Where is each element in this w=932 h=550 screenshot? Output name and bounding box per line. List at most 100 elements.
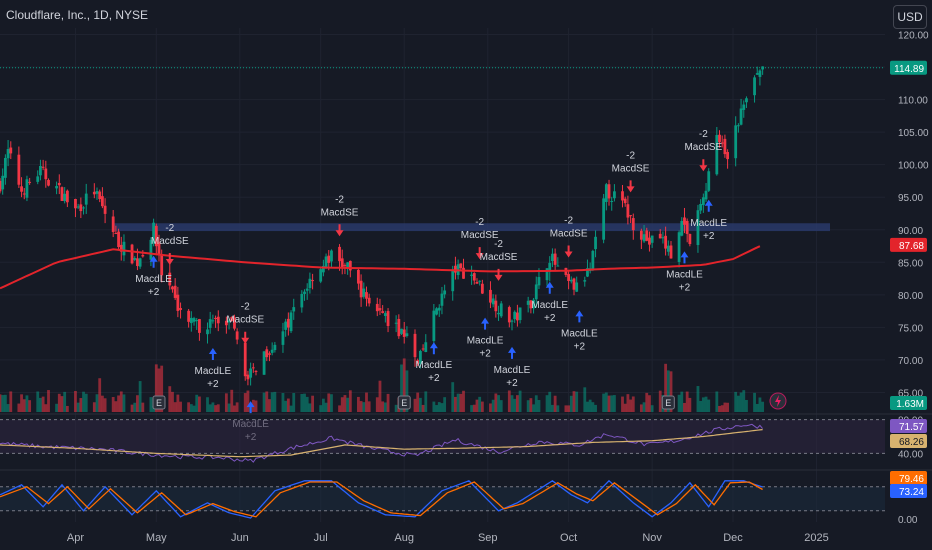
signal-short: -2 MacdSE	[550, 215, 588, 258]
volume-bar	[588, 399, 592, 412]
candle-body	[381, 311, 385, 313]
candle-body	[22, 193, 26, 195]
candle-body	[518, 307, 522, 321]
stoch-k-line	[0, 479, 763, 519]
candle-body	[400, 328, 403, 334]
signal-short: -2 MacdSE	[684, 129, 723, 172]
candle-body	[65, 190, 69, 203]
candle-body	[160, 255, 164, 276]
candle-body	[416, 360, 420, 365]
candle-body	[586, 268, 589, 277]
candle-body	[346, 262, 350, 268]
signal-label: MacdSE	[550, 228, 588, 239]
volume-bar	[475, 399, 479, 412]
volume-bar	[669, 371, 673, 412]
price-tick-label: 110.00	[898, 96, 928, 107]
candle-body	[621, 191, 624, 201]
long-arrow-icon	[246, 401, 255, 414]
signal-label: MacdSE	[226, 315, 264, 326]
candle-body	[292, 307, 296, 312]
candle-body	[480, 283, 484, 294]
candle-body	[707, 171, 711, 191]
signal-label: MacdLE	[561, 328, 598, 339]
volume-bar	[742, 390, 746, 412]
volume-bar	[459, 393, 463, 412]
price-tick-label: 90.00	[898, 226, 923, 237]
price-tick-label: 75.00	[898, 323, 923, 334]
candle-body	[117, 231, 120, 248]
candle-body	[604, 184, 608, 202]
volume-bar	[173, 402, 177, 412]
volume-bar	[594, 404, 597, 412]
volume-bar	[9, 391, 13, 412]
candle-body	[152, 222, 156, 244]
volume-bar	[639, 404, 643, 412]
volume-bar	[507, 390, 511, 412]
signal-short: -2 MacdSE	[480, 239, 518, 281]
price-tick-label: 80.00	[898, 291, 923, 302]
candle-body	[111, 216, 115, 232]
volume-bar	[664, 363, 668, 412]
volume-bar	[478, 396, 482, 412]
candle-body	[648, 237, 651, 245]
candle-body	[273, 344, 277, 351]
candle-body	[211, 320, 215, 322]
rsi-line	[0, 423, 763, 463]
candle-body	[136, 258, 139, 266]
candle-body	[173, 285, 177, 298]
volume-bar	[688, 397, 692, 412]
signal-label: -2	[699, 129, 708, 140]
signal-label: +2	[148, 287, 160, 298]
candle-body	[149, 239, 153, 260]
volume-bar	[114, 401, 118, 412]
volume-bar	[553, 395, 557, 412]
volume-bar	[564, 405, 568, 412]
volume-bar	[556, 405, 560, 412]
signal-label: MacdLE	[467, 336, 504, 347]
candle-body	[214, 317, 217, 320]
candle-body	[626, 204, 630, 218]
candle-body	[723, 138, 727, 155]
candle-body	[548, 262, 552, 272]
volume-bar	[629, 399, 632, 412]
volume-bar	[206, 397, 209, 412]
signal-label: -2	[626, 150, 635, 161]
volume-bar	[718, 405, 721, 412]
candle-body	[688, 233, 692, 245]
volume-bar	[6, 404, 10, 412]
long-arrow-icon	[680, 251, 689, 264]
signal-label: MacdSE	[461, 230, 499, 241]
volume-bar	[340, 397, 344, 412]
candle-body	[74, 198, 77, 209]
candle-body	[171, 286, 174, 290]
earnings-icon: E	[397, 395, 411, 410]
candle-body	[133, 258, 137, 260]
volume-bar	[696, 386, 700, 412]
candle-body	[176, 294, 180, 311]
volume-bar	[28, 400, 32, 412]
currency-button[interactable]: USD	[893, 5, 927, 29]
signal-label: MacdSE	[684, 142, 722, 153]
time-tick-label: Nov	[642, 532, 662, 544]
candle-body	[745, 98, 748, 103]
volume-bar	[117, 395, 120, 412]
volume-bar	[171, 391, 174, 412]
candle-body	[367, 297, 371, 304]
svg-text:71.57: 71.57	[899, 422, 924, 433]
volume-bar	[472, 404, 476, 412]
volume-bar	[160, 365, 164, 412]
volume-bar	[98, 378, 102, 412]
volume-bar	[734, 391, 738, 412]
volume-bar	[84, 393, 88, 412]
long-arrow-icon	[545, 281, 554, 294]
long-arrow-icon	[208, 347, 217, 360]
candle-body	[394, 322, 398, 324]
candle-body	[375, 303, 379, 312]
volume-bar	[1, 395, 5, 412]
svg-text:114.89: 114.89	[894, 64, 924, 75]
candle-body	[157, 242, 161, 256]
candle-body	[583, 280, 587, 282]
candle-body	[413, 333, 417, 358]
volume-bar	[357, 396, 360, 412]
